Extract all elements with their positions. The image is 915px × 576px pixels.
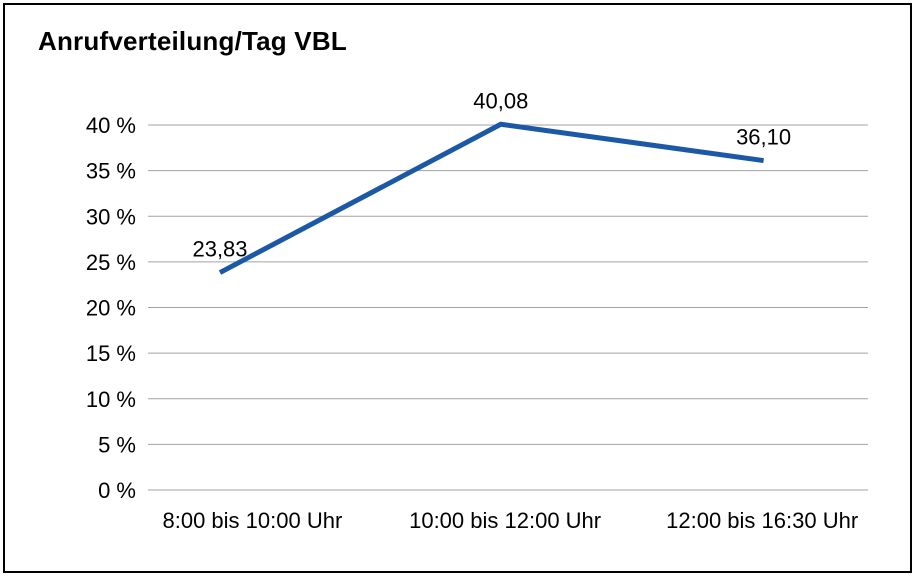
- x-axis-labels-group: 8:00 bis 10:00 Uhr 10:00 bis 12:00 Uhr 12:…: [163, 508, 859, 533]
- y-axis-labels-group: 0 % 5 % 10 % 15 % 20 % 25 % 30 % 35 % 40 %: [86, 113, 136, 503]
- y-axis-tick-label: 15 %: [86, 341, 136, 366]
- data-line: [218, 121, 764, 275]
- y-axis-tick-label: 40 %: [86, 113, 136, 138]
- chart-title: Anrufverteilung/Tag VBL: [38, 26, 347, 56]
- y-axis-tick-label: 10 %: [86, 387, 136, 412]
- y-axis-tick-label: 35 %: [86, 159, 136, 184]
- gridlines-group: [148, 124, 868, 491]
- data-point-label: 40,08: [473, 88, 528, 113]
- data-point-label: 23,83: [192, 237, 247, 262]
- y-axis-tick-label: 5 %: [98, 432, 136, 457]
- data-series-group: [218, 121, 764, 275]
- x-axis-label: 10:00 bis 12:00 Uhr: [409, 508, 601, 533]
- y-axis-tick-label: 25 %: [86, 250, 136, 275]
- y-axis-tick-label: 30 %: [86, 204, 136, 229]
- y-axis-tick-label: 0 %: [98, 478, 136, 503]
- y-axis-tick-label: 20 %: [86, 296, 136, 321]
- x-axis-label: 12:00 bis 16:30 Uhr: [666, 508, 858, 533]
- data-point-label: 36,10: [736, 125, 791, 150]
- data-point-labels-group: 23,83 40,08 36,10: [192, 88, 791, 261]
- x-axis-label: 8:00 bis 10:00 Uhr: [163, 508, 343, 533]
